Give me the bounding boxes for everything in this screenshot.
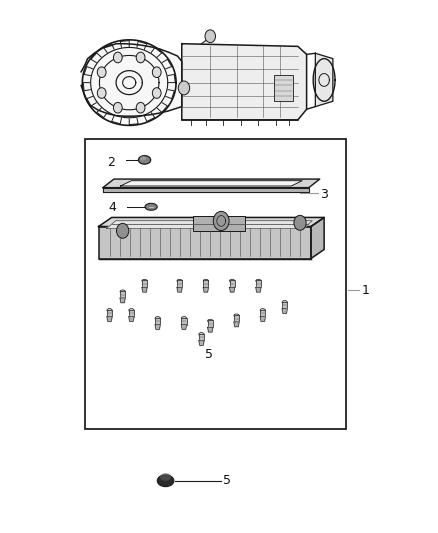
Ellipse shape bbox=[155, 317, 160, 320]
Ellipse shape bbox=[129, 309, 134, 312]
Bar bbox=[107, 310, 112, 317]
Bar bbox=[155, 318, 160, 325]
Circle shape bbox=[178, 81, 190, 95]
Polygon shape bbox=[282, 309, 287, 313]
Ellipse shape bbox=[145, 204, 157, 211]
Polygon shape bbox=[313, 59, 335, 101]
Circle shape bbox=[136, 102, 145, 113]
Ellipse shape bbox=[208, 319, 213, 322]
Text: 5: 5 bbox=[205, 348, 213, 361]
Circle shape bbox=[294, 215, 306, 230]
Polygon shape bbox=[181, 325, 187, 329]
Polygon shape bbox=[256, 287, 261, 292]
Polygon shape bbox=[199, 341, 204, 345]
Polygon shape bbox=[99, 217, 324, 227]
Bar bbox=[142, 280, 147, 287]
Polygon shape bbox=[260, 317, 265, 321]
Ellipse shape bbox=[234, 314, 239, 317]
Circle shape bbox=[97, 67, 106, 77]
Circle shape bbox=[136, 52, 145, 63]
Ellipse shape bbox=[282, 301, 287, 304]
Polygon shape bbox=[129, 317, 134, 321]
Ellipse shape bbox=[120, 290, 125, 293]
Polygon shape bbox=[120, 298, 125, 303]
Bar bbox=[129, 310, 134, 317]
Polygon shape bbox=[106, 221, 312, 229]
Circle shape bbox=[213, 212, 229, 231]
Circle shape bbox=[97, 88, 106, 99]
Circle shape bbox=[113, 102, 122, 113]
Polygon shape bbox=[234, 322, 239, 327]
Ellipse shape bbox=[140, 156, 146, 160]
Ellipse shape bbox=[256, 279, 261, 282]
Ellipse shape bbox=[230, 279, 235, 282]
Polygon shape bbox=[120, 181, 302, 186]
Polygon shape bbox=[99, 227, 311, 259]
Text: 3: 3 bbox=[320, 188, 328, 201]
Polygon shape bbox=[182, 44, 307, 120]
Bar bbox=[85, 139, 346, 429]
Bar bbox=[177, 280, 182, 287]
Ellipse shape bbox=[138, 156, 151, 164]
Text: 1: 1 bbox=[361, 284, 369, 297]
Bar bbox=[208, 320, 213, 327]
Ellipse shape bbox=[177, 279, 182, 282]
Polygon shape bbox=[142, 287, 147, 292]
Polygon shape bbox=[315, 53, 333, 107]
Text: 5: 5 bbox=[223, 474, 231, 487]
Text: 2: 2 bbox=[107, 156, 115, 169]
Polygon shape bbox=[81, 44, 182, 116]
Bar bbox=[193, 215, 245, 231]
Ellipse shape bbox=[203, 279, 208, 282]
Polygon shape bbox=[107, 317, 112, 321]
Polygon shape bbox=[103, 188, 309, 192]
Circle shape bbox=[152, 67, 161, 77]
Polygon shape bbox=[311, 217, 324, 259]
Polygon shape bbox=[177, 287, 182, 292]
Polygon shape bbox=[230, 287, 235, 292]
Text: 4: 4 bbox=[109, 201, 117, 214]
Bar bbox=[199, 334, 204, 341]
Bar bbox=[234, 315, 239, 322]
Ellipse shape bbox=[157, 475, 174, 487]
Bar bbox=[181, 318, 187, 325]
Polygon shape bbox=[103, 179, 320, 188]
Circle shape bbox=[113, 52, 122, 63]
Polygon shape bbox=[155, 325, 160, 329]
Polygon shape bbox=[208, 327, 213, 332]
Circle shape bbox=[205, 30, 215, 43]
Bar bbox=[260, 310, 265, 317]
Bar bbox=[274, 75, 293, 101]
Ellipse shape bbox=[260, 309, 265, 312]
Circle shape bbox=[152, 88, 161, 99]
Ellipse shape bbox=[160, 473, 171, 481]
Ellipse shape bbox=[107, 309, 112, 312]
Bar bbox=[120, 291, 125, 298]
Bar bbox=[282, 302, 287, 309]
Bar bbox=[230, 280, 235, 287]
Circle shape bbox=[117, 223, 129, 238]
Ellipse shape bbox=[181, 317, 187, 320]
Bar bbox=[203, 280, 208, 287]
Ellipse shape bbox=[199, 333, 204, 336]
Ellipse shape bbox=[142, 279, 147, 282]
Bar bbox=[256, 280, 261, 287]
Polygon shape bbox=[203, 287, 208, 292]
